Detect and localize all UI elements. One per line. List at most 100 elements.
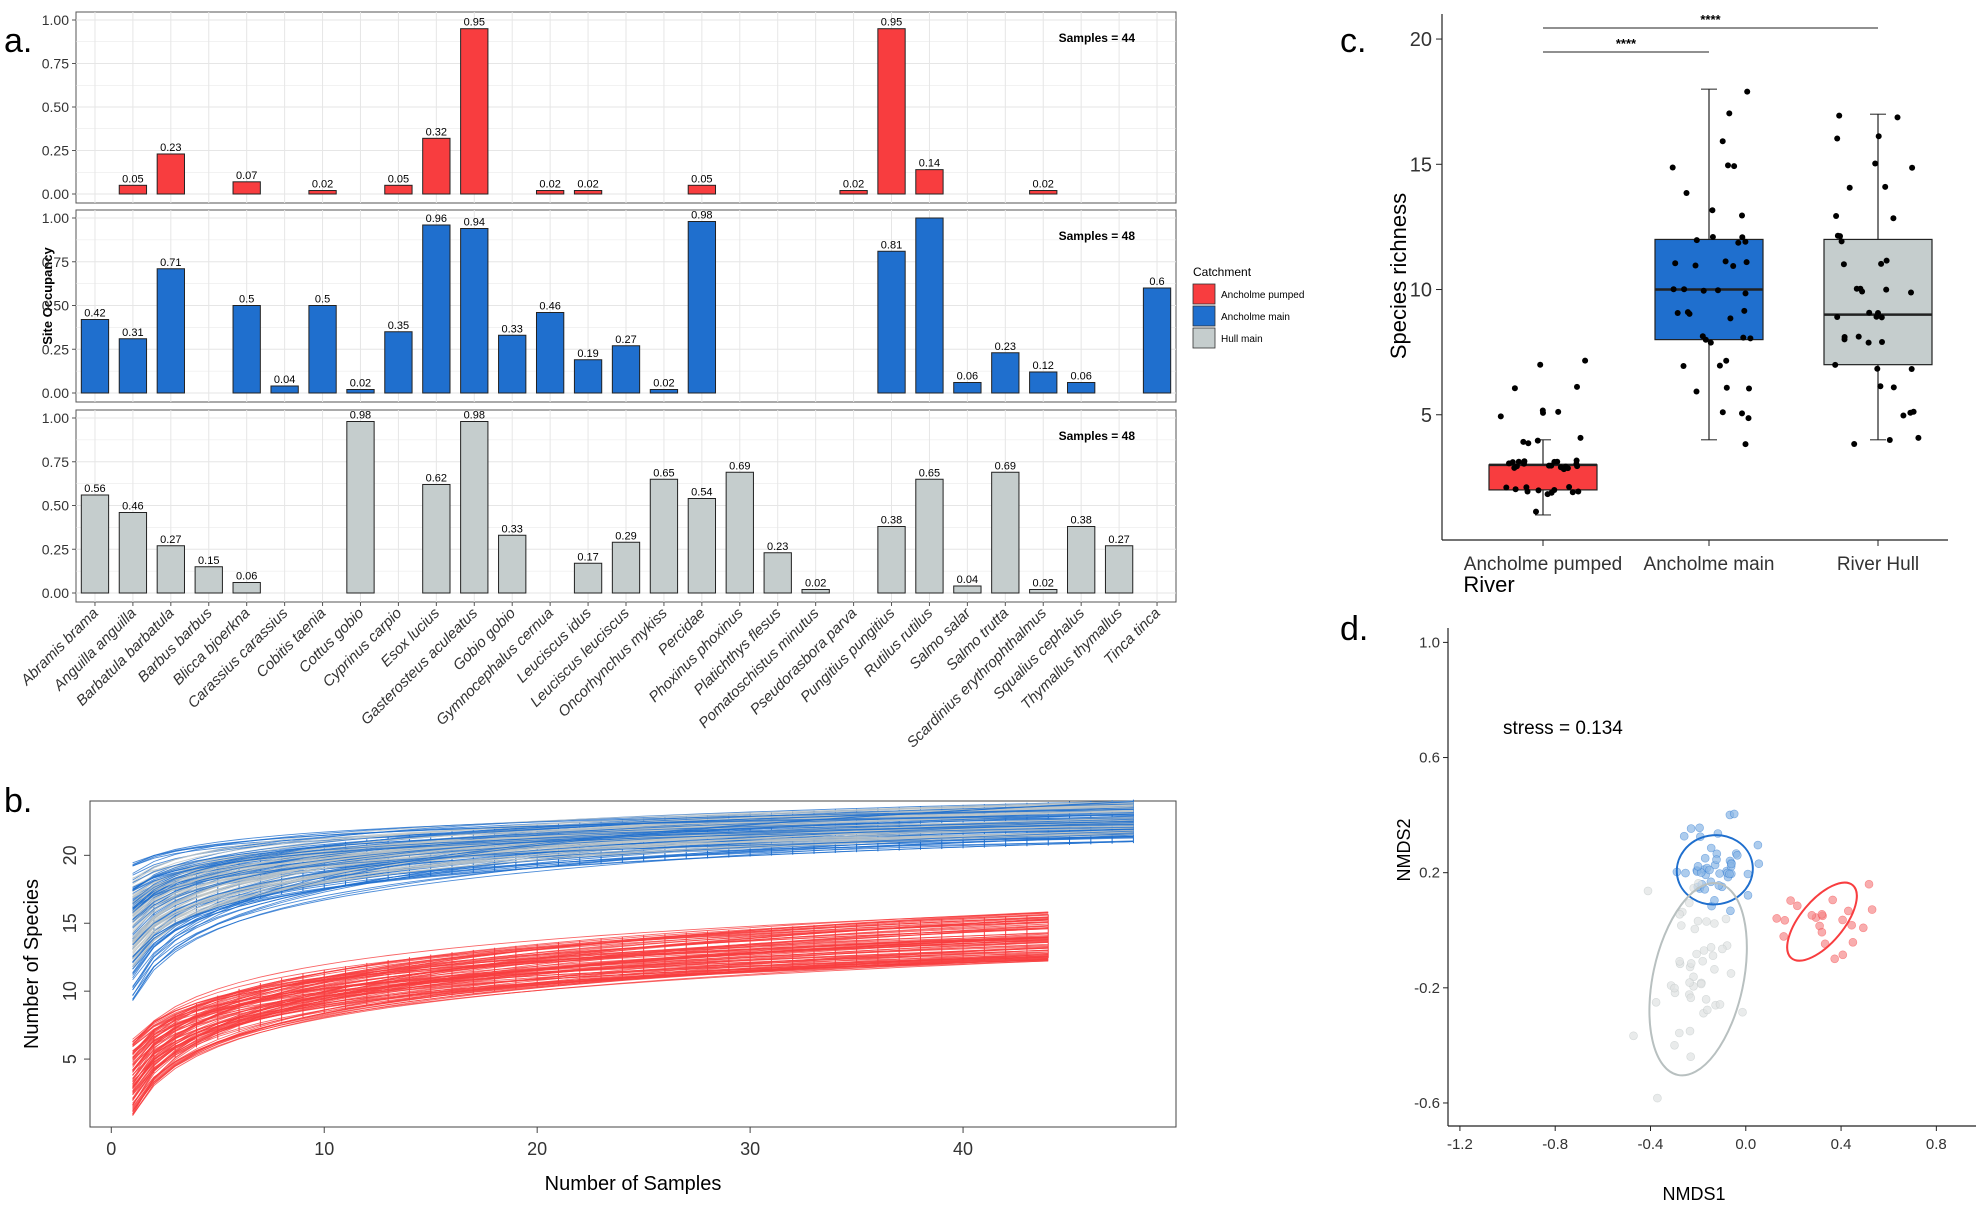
x-tick-label: 0.0 [1735, 1136, 1756, 1153]
bar [1104, 545, 1134, 594]
bar-label: 0.15 [198, 555, 219, 567]
bar [384, 331, 413, 394]
confidence-ellipse [1648, 881, 1748, 1077]
nmds-series-ancholme-pumped [1772, 879, 1877, 964]
x-tick-label: -0.4 [1638, 1136, 1664, 1153]
data-point [1574, 463, 1581, 470]
nmds-point [1844, 906, 1853, 916]
data-point [1865, 339, 1872, 346]
bar-label: 0.6 [1149, 276, 1164, 288]
y-tick-label: 0.6 [1419, 750, 1440, 767]
y-tick-label: 0.75 [42, 254, 69, 270]
data-point [1834, 135, 1841, 142]
data-point [1503, 484, 1510, 491]
nmds-point [1817, 909, 1827, 919]
nmds-point [1686, 959, 1696, 968]
bar [763, 552, 792, 594]
nmds-point [1696, 979, 1706, 989]
x-tick-label: River Hull [1837, 554, 1919, 575]
data-point [1515, 458, 1522, 465]
nmds-point [1675, 1028, 1684, 1038]
x-tick-label: 0.8 [1926, 1136, 1947, 1153]
data-point [1742, 238, 1749, 245]
data-point [1693, 237, 1700, 244]
bar [991, 352, 1020, 394]
data-point [1915, 434, 1922, 441]
bar [346, 389, 375, 394]
bar [573, 190, 603, 195]
nmds-point [1695, 823, 1704, 833]
data-point [1731, 163, 1738, 170]
data-point [1557, 464, 1564, 471]
nmds-point [1701, 994, 1711, 1004]
nmds-point [1859, 923, 1868, 933]
bar-label: 0.23 [995, 341, 1016, 353]
bar-label: 0.05 [691, 173, 712, 185]
nmds-point [1651, 997, 1661, 1007]
y-tick-label: 0.00 [42, 186, 69, 202]
nmds-point [1692, 949, 1701, 959]
data-point [1855, 333, 1862, 340]
bar [118, 338, 148, 394]
rarefaction-curve [132, 912, 1049, 1046]
x-tick-label: 20 [527, 1139, 547, 1159]
data-point [1747, 335, 1754, 342]
data-point [1535, 487, 1542, 494]
nmds-point [1807, 910, 1817, 920]
nmds-point [1670, 983, 1679, 993]
bar-label: 0.46 [122, 501, 143, 513]
nmds-point [1685, 1026, 1695, 1036]
bar [535, 190, 565, 195]
data-point [1834, 314, 1841, 320]
bar-label: 0.12 [1033, 360, 1054, 372]
panel-c-xlabel: River [1463, 572, 1514, 597]
y-tick-label: 0.50 [42, 298, 69, 314]
data-point [1506, 460, 1512, 467]
y-tick-label: 1.00 [42, 210, 69, 226]
nmds-point [1708, 951, 1718, 961]
bar [649, 389, 679, 394]
bar [80, 494, 110, 594]
data-point [1681, 286, 1688, 293]
data-point [1683, 190, 1690, 196]
nmds-point [1705, 865, 1714, 875]
bar [877, 250, 906, 394]
panel-b-rarefaction: 0 10 20 30 40 5 10 15 20 Number of Samples Numbe… [21, 799, 1177, 1195]
panel-c-plot: 5 10 15 20 Ancholme pumped Ancholme main River… [1410, 12, 1948, 575]
bar [877, 28, 906, 195]
data-point [1900, 412, 1907, 419]
nmds-point [1693, 916, 1703, 926]
panel-d-nmds: -1.2 -0.8 -0.4 0.0 0.4 0.8 -0.6 -0.2 0.2 0.6 1.0 N… [1394, 628, 1976, 1204]
x-tick-label: Ancholme pumped [1464, 554, 1622, 575]
nmds-point [1685, 978, 1694, 987]
data-point [1726, 110, 1733, 117]
data-point [1569, 489, 1576, 496]
confidence-ellipse [1786, 881, 1858, 962]
data-point [1521, 460, 1527, 467]
bar [725, 471, 754, 594]
nmds-point [1830, 954, 1839, 964]
bar-label: 0.06 [236, 571, 257, 583]
y-tick-label: 0.25 [42, 341, 69, 357]
data-point [1551, 487, 1558, 493]
data-point [1841, 336, 1848, 343]
data-point [1574, 383, 1580, 390]
data-point [1745, 415, 1752, 422]
y-tick-label: 5 [1421, 405, 1432, 427]
nmds-point [1712, 855, 1721, 864]
rarefaction-curve [132, 817, 1134, 890]
nmds-point [1727, 859, 1736, 869]
rarefaction-curve [132, 812, 1134, 905]
bar [649, 478, 679, 594]
rarefaction-curve [132, 833, 1134, 954]
nmds-point [1699, 946, 1709, 955]
panel-a-facets: 0.00 0.25 0.50 0.75 1.00 0.05 0.23 0.07 0.02 0.05… [42, 11, 1177, 603]
data-point [1693, 388, 1700, 395]
rarefaction-curve [132, 939, 1049, 1100]
x-tick-label: -0.8 [1542, 1136, 1568, 1153]
panel-letter-b: b. [4, 782, 32, 820]
legend-swatch-hull [1192, 327, 1216, 349]
data-point [1707, 339, 1714, 346]
nmds-point [1715, 869, 1724, 878]
data-point [1874, 365, 1881, 372]
